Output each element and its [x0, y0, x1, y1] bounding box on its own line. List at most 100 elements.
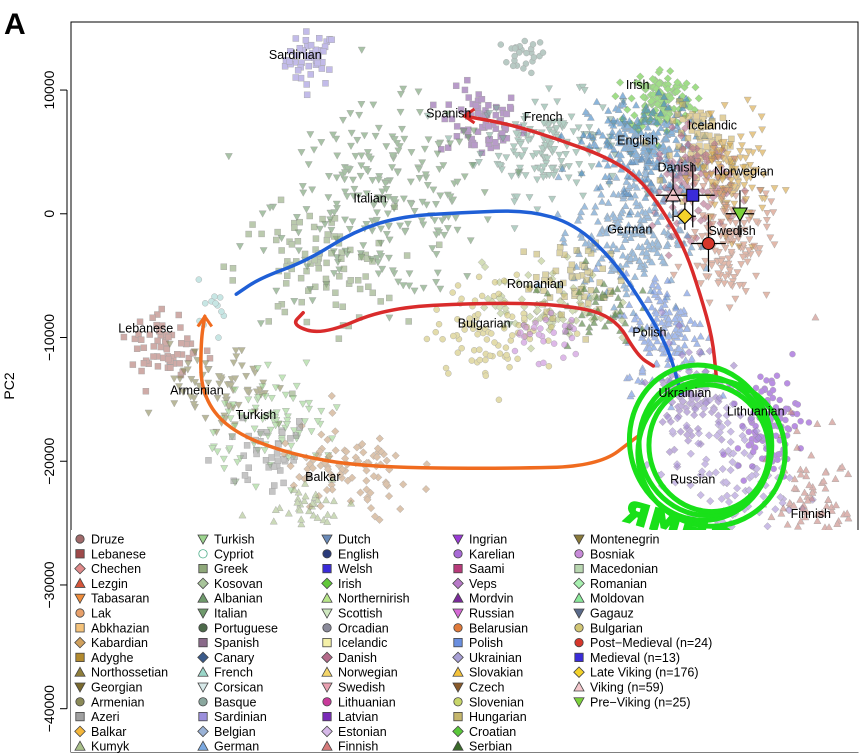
- sample-point: [632, 229, 641, 237]
- legend-entry: Lebanese: [75, 547, 146, 561]
- sample-point: [298, 400, 307, 408]
- sample-point: [315, 447, 324, 456]
- sample-point: [813, 516, 822, 524]
- sample-point: [549, 315, 557, 322]
- population-label: Russian: [670, 473, 715, 487]
- sample-point: [679, 115, 687, 123]
- sample-point: [539, 119, 548, 127]
- sample-point: [740, 226, 749, 234]
- sample-point: [687, 390, 696, 399]
- sample-point: [370, 512, 380, 521]
- sample-point: [511, 52, 518, 60]
- sample-point: [599, 265, 606, 272]
- sample-point: [423, 112, 432, 120]
- sample-point: [165, 333, 172, 341]
- sample-point: [759, 492, 768, 501]
- sample-point: [274, 228, 281, 236]
- sample-point: [399, 282, 408, 290]
- sample-point: [674, 111, 681, 118]
- sample-point: [432, 279, 441, 287]
- sample-point: [269, 517, 278, 525]
- sample-point: [616, 228, 625, 236]
- sample-point: [496, 162, 505, 170]
- sample-point: [556, 244, 564, 251]
- sample-point: [288, 241, 296, 248]
- legend-marker: [452, 725, 464, 738]
- sample-point: [674, 225, 683, 233]
- sample-point: [331, 427, 340, 436]
- sample-point: [347, 499, 356, 507]
- sample-point: [319, 215, 326, 223]
- legend-entry: Lak: [75, 607, 112, 621]
- sample-point: [206, 355, 214, 362]
- sample-point: [557, 158, 566, 166]
- sample-point: [396, 108, 405, 117]
- sample-point: [507, 94, 515, 102]
- sample-point: [386, 294, 393, 302]
- sample-point: [525, 194, 534, 202]
- sample-point: [807, 494, 816, 502]
- sample-point: [328, 485, 337, 494]
- sample-point: [565, 163, 573, 171]
- sample-point: [330, 270, 339, 278]
- sample-point: [414, 88, 423, 96]
- sample-point: [521, 113, 530, 121]
- sample-point: [258, 383, 267, 391]
- sample-point: [301, 250, 309, 258]
- sample-point: [469, 127, 478, 135]
- sample-point: [514, 169, 523, 177]
- legend-marker: [574, 652, 584, 663]
- sample-point: [668, 123, 677, 132]
- sample-point: [292, 432, 300, 439]
- sample-point: [674, 163, 683, 172]
- sample-point: [438, 146, 445, 153]
- sample-point: [736, 133, 745, 141]
- sample-point: [328, 475, 336, 483]
- sample-point: [302, 359, 311, 367]
- sample-point: [396, 504, 405, 514]
- sample-point: [618, 242, 627, 250]
- sample-point: [758, 126, 767, 134]
- sample-point: [307, 260, 314, 267]
- sample-point: [362, 273, 369, 280]
- sample-point: [500, 277, 508, 284]
- sample-point: [339, 116, 347, 125]
- sample-point: [709, 117, 716, 125]
- sample-point: [492, 111, 500, 119]
- sample-point: [424, 136, 433, 144]
- sample-point: [543, 155, 552, 163]
- sample-point: [698, 186, 707, 195]
- legend-entry: Finnish: [321, 740, 378, 753]
- sample-point: [694, 94, 703, 103]
- sample-point: [189, 401, 198, 409]
- sample-point: [651, 186, 660, 195]
- legend-entry: Scottish: [321, 607, 383, 621]
- sample-point: [656, 182, 665, 191]
- sample-point: [547, 165, 556, 173]
- sample-point: [373, 444, 382, 453]
- sample-point: [439, 336, 446, 343]
- legend-marker: [198, 549, 208, 559]
- sample-point: [687, 243, 696, 251]
- adna-mean: [725, 190, 755, 238]
- adna-marker: [676, 208, 694, 225]
- sample-point: [405, 270, 414, 278]
- legend-entry: Late Viking (n=176): [573, 666, 699, 680]
- sample-point: [466, 320, 474, 328]
- population-label: Finnish: [791, 507, 831, 521]
- sample-point: [784, 380, 791, 387]
- sample-point: [591, 202, 600, 210]
- sample-point: [385, 236, 394, 244]
- sample-point: [603, 161, 612, 169]
- legend-entry: Croatian: [452, 725, 516, 739]
- sample-point: [283, 413, 292, 421]
- sample-point: [616, 300, 625, 309]
- sample-point: [486, 352, 494, 359]
- sample-point: [496, 309, 505, 318]
- population-label: Romanian: [507, 277, 564, 291]
- legend-label: Orcadian: [338, 621, 389, 635]
- legend-entry: Slovenian: [453, 695, 524, 709]
- sample-point: [549, 172, 558, 180]
- sample-point: [354, 277, 362, 284]
